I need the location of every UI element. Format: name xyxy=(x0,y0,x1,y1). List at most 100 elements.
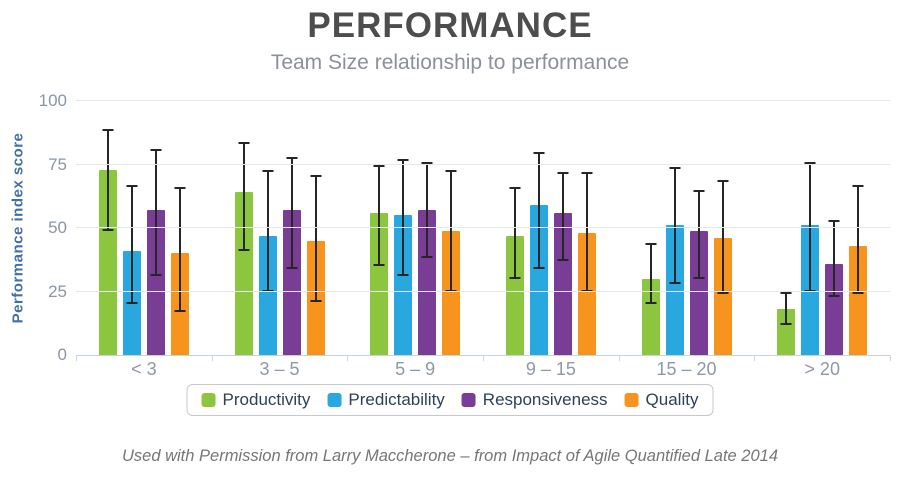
error-bar xyxy=(314,174,317,302)
x-tick xyxy=(483,355,484,361)
x-tick xyxy=(618,355,620,361)
chart-title: PERFORMANCE xyxy=(307,6,593,45)
error-bar xyxy=(513,187,516,279)
legend-label: Quality xyxy=(645,390,699,409)
error-bar xyxy=(450,169,453,292)
bar-slot xyxy=(553,101,572,355)
error-bar xyxy=(130,184,133,305)
bar-productivity[interactable] xyxy=(370,212,389,355)
bar-quality[interactable] xyxy=(442,230,461,355)
error-bar xyxy=(154,149,157,277)
legend-swatch xyxy=(624,393,639,407)
error-bar xyxy=(561,172,564,262)
error-bar xyxy=(178,187,181,312)
bar-predictability[interactable] xyxy=(529,205,548,355)
bar-responsiveness[interactable] xyxy=(689,230,708,355)
bar-predictability[interactable] xyxy=(665,225,684,355)
bar-quality[interactable] xyxy=(713,238,732,355)
bar-slot xyxy=(577,101,596,355)
y-tick-label: 0 xyxy=(57,345,67,364)
error-bar xyxy=(402,159,405,277)
legend-item-quality[interactable]: Quality xyxy=(624,390,699,410)
bar-slot xyxy=(849,101,868,355)
bar-responsiveness[interactable] xyxy=(825,263,844,355)
y-tick-label: 50 xyxy=(48,218,67,237)
legend-item-productivity[interactable]: Productivity xyxy=(201,390,311,410)
bar-slot xyxy=(306,101,325,355)
chart-subtitle: Team Size relationship to performance xyxy=(270,51,630,74)
gridline xyxy=(76,163,890,165)
bar-slot xyxy=(713,101,732,355)
legend-label: Responsiveness xyxy=(482,390,608,409)
x-tick xyxy=(754,355,756,361)
error-bar xyxy=(809,161,812,292)
category-group xyxy=(212,101,348,355)
legend-swatch xyxy=(461,393,476,407)
y-tick-label: 25 xyxy=(48,281,67,301)
bar-productivity[interactable] xyxy=(98,169,117,355)
category-group xyxy=(347,101,483,355)
bar-slot xyxy=(282,101,301,355)
x-axis-label: 5 – 9 xyxy=(395,359,436,379)
error-bar xyxy=(266,169,269,292)
bar-slot xyxy=(146,101,165,355)
bar-predictability[interactable] xyxy=(394,215,413,355)
bar-responsiveness[interactable] xyxy=(146,210,165,355)
legend-swatch xyxy=(201,393,216,407)
bar-slot xyxy=(170,101,189,355)
bar-slot xyxy=(370,101,389,355)
category-group xyxy=(754,101,890,355)
bar-productivity[interactable] xyxy=(641,278,660,355)
error-bar xyxy=(537,151,540,269)
bar-responsiveness[interactable] xyxy=(282,210,301,355)
error-bar xyxy=(721,179,724,295)
legend-item-predictability[interactable]: Predictability xyxy=(327,390,445,410)
x-axis-labels: < 3 3 – 5 5 – 9 9 – 15 15 – 20 > 20 xyxy=(76,359,890,380)
bar-slot xyxy=(689,101,708,355)
y-axis-title: Performance index score xyxy=(9,132,27,324)
legend-item-responsiveness[interactable]: Responsiveness xyxy=(461,390,608,410)
error-bar xyxy=(585,172,588,292)
legend: Productivity Predictability Responsiveness… xyxy=(186,384,714,416)
error-bar xyxy=(697,189,700,279)
x-tick xyxy=(347,355,349,361)
legend-label: Predictability xyxy=(348,390,445,409)
bar-slot xyxy=(258,101,277,355)
bar-slot xyxy=(122,101,141,355)
bar-predictability[interactable] xyxy=(258,235,277,355)
category-group xyxy=(619,101,755,355)
bar-slot xyxy=(98,101,117,355)
category-group xyxy=(483,101,619,355)
x-tick xyxy=(211,355,213,361)
error-bar xyxy=(378,164,381,267)
x-axis-label: > 20 xyxy=(804,359,840,379)
error-bar xyxy=(649,243,652,305)
error-bar xyxy=(857,184,860,295)
plot-area: 0 25 50 75 100 xyxy=(39,91,891,364)
y-tick-label: 100 xyxy=(38,91,67,110)
bar-slot xyxy=(777,101,796,355)
x-tick xyxy=(76,355,77,361)
error-bar xyxy=(290,156,293,269)
x-axis-label: < 3 xyxy=(131,359,157,379)
bar-productivity[interactable] xyxy=(234,192,253,355)
gridline xyxy=(76,100,890,101)
bar-quality[interactable] xyxy=(849,245,868,355)
x-axis-label: 15 – 20 xyxy=(656,359,717,379)
bar-groups xyxy=(76,101,890,355)
error-bar xyxy=(242,141,245,251)
x-axis-label: 9 – 15 xyxy=(525,359,576,379)
bar-slot xyxy=(234,101,253,355)
bar-slot xyxy=(418,101,437,355)
legend-label: Productivity xyxy=(222,390,311,409)
error-bar xyxy=(833,220,836,297)
bar-responsiveness[interactable] xyxy=(553,212,572,355)
bar-quality[interactable] xyxy=(577,233,596,355)
bar-productivity[interactable] xyxy=(505,235,524,355)
bar-slot xyxy=(505,101,524,355)
bar-responsiveness[interactable] xyxy=(418,210,437,355)
x-axis-label: 3 – 5 xyxy=(259,359,300,379)
bar-slot xyxy=(394,101,413,355)
error-bar xyxy=(426,161,429,259)
bar-productivity[interactable] xyxy=(777,309,796,355)
